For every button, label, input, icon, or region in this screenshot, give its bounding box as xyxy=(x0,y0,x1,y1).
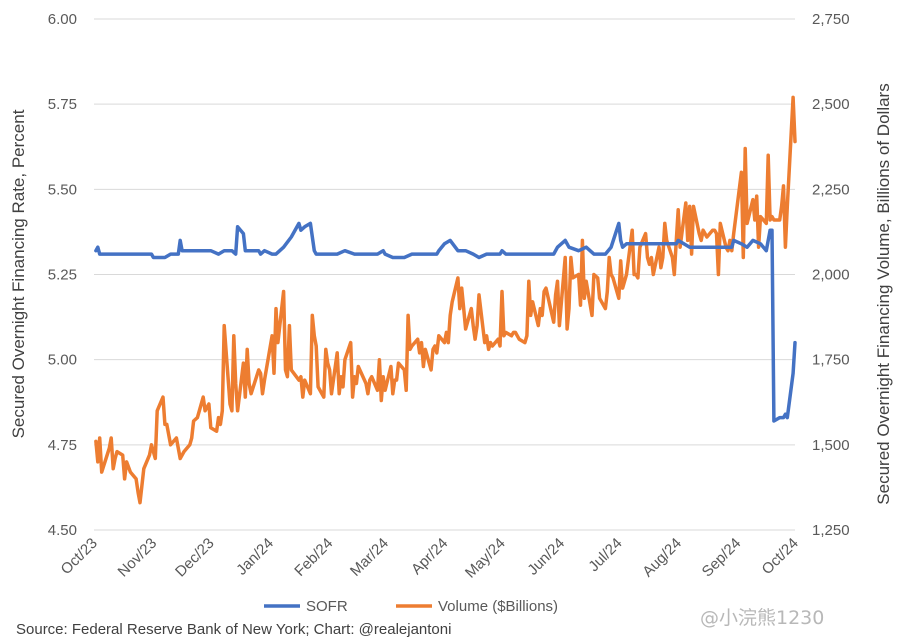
x-tick-label: Nov/23 xyxy=(115,535,161,581)
x-tick-label: May/24 xyxy=(462,535,509,582)
legend-label-sofr: SOFR xyxy=(306,598,348,615)
left-tick-label: 4.75 xyxy=(48,437,77,454)
series-lines xyxy=(94,95,797,505)
x-tick-label: Oct/24 xyxy=(759,535,802,578)
legend: SOFR Volume ($Billions) xyxy=(264,598,558,615)
right-tick-label: 2,750 xyxy=(812,11,850,28)
right-tick-label: 1,500 xyxy=(812,437,850,454)
x-tick-label: Oct/23 xyxy=(58,535,101,578)
right-tick-label: 2,000 xyxy=(812,267,850,284)
legend-label-volume: Volume ($Billions) xyxy=(438,598,558,615)
right-tick-label: 1,250 xyxy=(812,522,850,539)
left-axis-title: Secured Overnight Financing Rate, Percen… xyxy=(9,109,28,438)
x-tick-label: Jan/24 xyxy=(233,535,277,579)
series-line-sofr xyxy=(94,221,797,423)
x-tick-label: Jul/24 xyxy=(585,535,625,575)
watermark: @小浣熊1230 xyxy=(700,607,824,629)
left-tick-label: 5.50 xyxy=(48,181,77,198)
x-tick-label: Aug/24 xyxy=(639,535,685,581)
left-tick-label: 5.00 xyxy=(48,352,77,369)
x-tick-label: Feb/24 xyxy=(291,535,336,580)
right-axis-title: Secured Overnight Financing Volume, Bill… xyxy=(874,83,893,504)
right-tick-label: 1,750 xyxy=(812,352,850,369)
left-tick-label: 4.50 xyxy=(48,522,77,539)
x-axis-ticks: Oct/23 Nov/23 Dec/23 Jan/24 Feb/24 Mar/24 Apr/… xyxy=(58,535,802,582)
left-tick-label: 5.25 xyxy=(48,267,77,284)
right-tick-label: 2,500 xyxy=(812,96,850,113)
x-tick-label: Dec/23 xyxy=(172,535,218,581)
source-note: Source: Federal Reserve Bank of New York… xyxy=(16,621,451,638)
left-tick-label: 6.00 xyxy=(48,11,77,28)
gridlines xyxy=(94,18,795,531)
x-tick-label: Sep/24 xyxy=(699,535,745,581)
x-tick-label: Jun/24 xyxy=(524,535,568,579)
series-line-volume xyxy=(94,95,797,505)
right-tick-label: 2,250 xyxy=(812,181,850,198)
right-axis-ticks: 1,250 1,500 1,750 2,000 2,250 2,500 2,750 xyxy=(812,11,850,539)
x-tick-label: Mar/24 xyxy=(347,535,392,580)
left-tick-label: 5.75 xyxy=(48,96,77,113)
x-tick-label: Apr/24 xyxy=(408,535,451,578)
left-axis-ticks: 4.50 4.75 5.00 5.25 5.50 5.75 6.00 xyxy=(48,11,77,539)
